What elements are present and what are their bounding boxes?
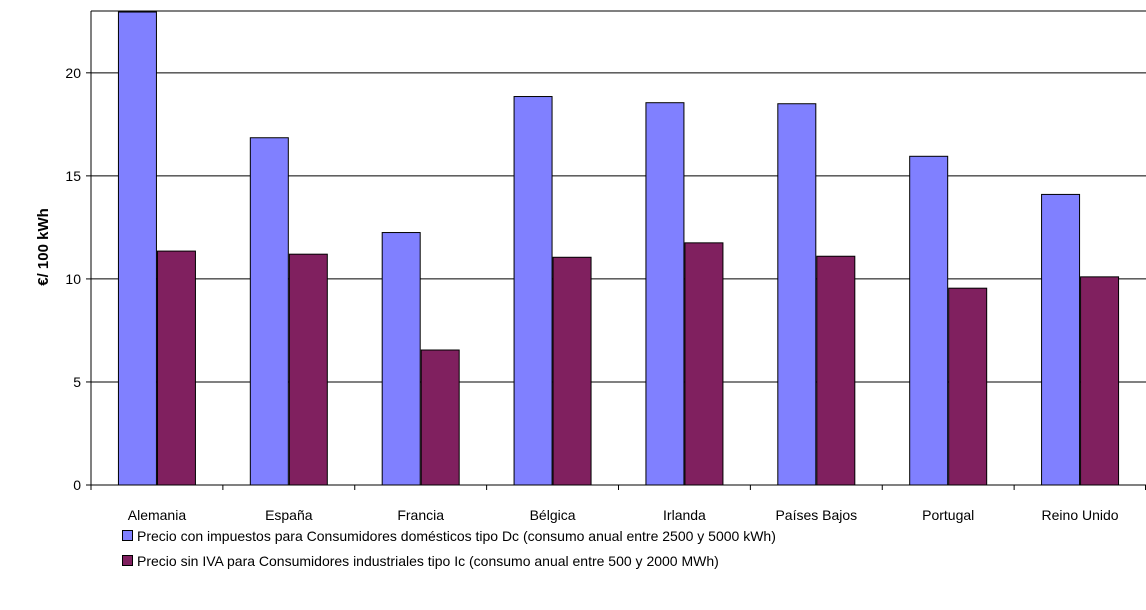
legend-item: Precio con impuestos para Consumidores d… [122,523,776,548]
axes [86,11,1146,490]
y-tick-label: 10 [65,271,81,287]
legend-label: Precio con impuestos para Consumidores d… [137,527,776,544]
bar-series-1 [381,232,421,486]
bar-series-2 [816,255,856,486]
bar-series-2 [420,349,460,486]
legend-item: Precio sin IVA para Consumidores industr… [122,548,776,573]
legend: Precio con impuestos para Consumidores d… [122,523,776,573]
y-tick-label: 0 [73,477,81,493]
bar-series-2 [948,287,988,486]
bar-series-1 [249,137,289,486]
category-label: España [265,507,313,523]
category-label: Portugal [922,507,974,523]
bar-series-1 [645,102,685,486]
y-tick-label: 15 [65,168,81,184]
y-tick-labels: 0 5 10 15 20 [65,65,81,493]
y-tick-label: 5 [73,374,81,390]
y-axis-label: €/ 100 kWh [35,208,52,286]
bar-series-2 [552,256,592,486]
category-label: Países Bajos [775,507,857,523]
category-label: Bélgica [530,507,576,523]
bar-series-2 [1080,276,1120,486]
category-labels: Alemania España Francia Bélgica Irlanda Paíse… [128,507,1119,523]
bar-series-2 [156,250,196,486]
bars [117,11,1120,486]
legend-swatch [122,530,133,541]
bar-series-1 [513,96,553,486]
category-label: Francia [397,507,444,523]
bar-series-2 [288,253,328,486]
legend-label: Precio sin IVA para Consumidores industr… [137,552,719,569]
category-label: Reino Unido [1042,507,1119,523]
category-label: Alemania [128,507,187,523]
bar-series-1 [117,11,157,486]
gridlines [91,10,1146,383]
category-label: Irlanda [663,507,706,523]
y-tick-label: 20 [65,65,81,81]
bar-series-2 [684,242,724,486]
bar-series-1 [909,155,949,486]
bar-series-1 [1041,193,1081,486]
bar-series-1 [777,103,817,486]
legend-swatch [122,555,133,566]
